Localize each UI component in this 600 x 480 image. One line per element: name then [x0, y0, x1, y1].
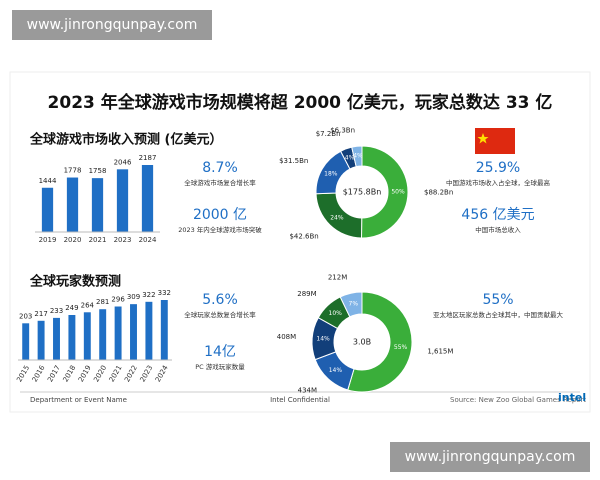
stat-text: PC 游戏玩家数量 [195, 362, 245, 371]
data-label: 309 [127, 293, 140, 301]
bar [141, 165, 154, 232]
stat-text: 全球游戏市场复合增长率 [184, 178, 256, 187]
data-label: 233 [50, 307, 63, 315]
x-tick-label: 2024 [139, 236, 157, 244]
x-tick-label: 2019 [39, 236, 57, 244]
share-label: 14% [329, 367, 343, 374]
donut-segment [361, 145, 409, 239]
value-label: $7.2Bn [316, 130, 341, 138]
chart-title: 全球游戏市场收入预测 (亿美元） [29, 132, 222, 148]
x-tick-label: 2023 [114, 236, 132, 244]
data-label: 281 [96, 298, 109, 306]
bar [68, 315, 76, 360]
bar [22, 323, 30, 360]
flag-star [477, 133, 489, 144]
bar [130, 304, 137, 360]
donut-segment [351, 145, 363, 168]
value-label: $88.2Bn [424, 188, 453, 196]
share-label: 14% [316, 336, 330, 343]
center-label: 3.0B [353, 338, 371, 347]
stat-value: 55% [482, 292, 513, 308]
value-label: $42.6Bn [289, 232, 318, 240]
bar [41, 187, 54, 232]
share-label: 4% [345, 155, 355, 162]
bar [66, 177, 79, 232]
footer-source: Source: New Zoo Global Games Report [450, 396, 586, 404]
data-label: 332 [158, 289, 171, 297]
share-label: 24% [330, 214, 344, 221]
bar [116, 169, 129, 232]
data-label: 2187 [139, 154, 157, 162]
watermark-box [390, 442, 590, 472]
intel-logo: intel [558, 391, 586, 404]
share-label: 7% [349, 300, 359, 307]
stat-text: 全球玩家总数复合增长率 [184, 310, 256, 319]
center-label: $175.8Bn [343, 188, 382, 197]
footer-left: Department or Event Name [30, 396, 127, 404]
bar [114, 306, 122, 360]
value-label: $6.3Bn [330, 126, 355, 134]
x-tick-label: 2020 [64, 236, 82, 244]
bar [83, 312, 91, 360]
value-label: $31.5Bn [279, 157, 308, 165]
stat-value: 456 亿美元 [461, 207, 534, 223]
data-label: 1444 [39, 177, 57, 185]
x-tick-label: 2021 [89, 236, 107, 244]
chart-title: 全球玩家数预测 [29, 274, 121, 290]
stat-value: 2000 亿 [193, 207, 247, 223]
data-label: 296 [111, 296, 125, 304]
value-label: 1,615M [427, 348, 453, 356]
bar [53, 317, 60, 360]
data-label: 1778 [64, 167, 82, 175]
data-label: 217 [34, 310, 47, 318]
value-label: 408M [277, 333, 296, 341]
share-label: 10% [329, 310, 343, 317]
footer-center: Intel Confidential [270, 396, 330, 404]
stat-value: 8.7% [202, 160, 238, 176]
slide-title: 2023 年全球游戏市场规模将超 2000 亿美元，玩家总数达 33 亿 [48, 92, 553, 113]
data-label: 249 [65, 304, 78, 312]
bar [160, 300, 168, 360]
data-label: 264 [81, 301, 95, 309]
donut-segment [347, 291, 413, 393]
value-label: 434M [298, 386, 317, 394]
stat-text: 2023 年内全球游戏市场突破 [178, 225, 262, 234]
stat-text: 中国市场总收入 [475, 225, 521, 234]
watermark-box [12, 10, 212, 40]
stat-text: 亚太地区玩家总数占全球其中，中国贡献最大 [433, 310, 564, 319]
stat-value: 25.9% [476, 160, 520, 176]
stat-value: 5.6% [202, 292, 238, 308]
watermark: www.jinrongqunpay.com [405, 449, 576, 465]
stats: 8.7% 全球游戏市场复合增长率 2000 亿 2023 年内全球游戏市场突破 25.9… [178, 160, 563, 371]
stat-value: 14亿 [204, 344, 236, 360]
bar [37, 320, 45, 360]
share-label: 18% [324, 170, 338, 177]
share-label: 4% [353, 153, 363, 160]
data-label: 2046 [114, 158, 132, 166]
share-label: 50% [391, 189, 405, 196]
data-label: 322 [142, 291, 155, 299]
stat-text: 中国游戏市场收入占全球，全球最高 [446, 178, 551, 187]
bar [99, 309, 107, 360]
bar [91, 178, 104, 232]
data-label: 203 [19, 312, 32, 320]
value-label: 289M [297, 290, 316, 298]
donut-segment [339, 291, 363, 318]
watermark: www.jinrongqunpay.com [27, 17, 198, 33]
share-label: 55% [394, 344, 408, 351]
bar [145, 301, 153, 360]
value-label: 212M [328, 274, 347, 282]
data-label: 1758 [89, 167, 107, 175]
